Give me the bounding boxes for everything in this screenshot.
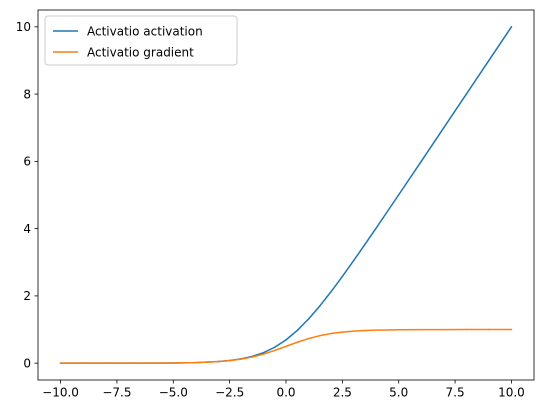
series-1-point: [330, 290, 332, 293]
series-2-point: [172, 362, 175, 364]
series-1-point: [375, 227, 377, 229]
y-tick-label: 8: [23, 87, 31, 101]
series-1-point: [273, 346, 276, 348]
legend-box: [44, 15, 238, 66]
series-2-point: [240, 358, 242, 360]
series-1-point: [262, 351, 265, 354]
series-1-point: [397, 194, 400, 196]
series-1-point: [465, 93, 468, 95]
y-tick-label: 4: [23, 222, 31, 236]
legend-label-1: Activatio activation: [87, 24, 203, 38]
series-2-point: [364, 329, 366, 332]
y-tick-label: 2: [23, 289, 31, 303]
x-tick-label: 2.5: [333, 386, 352, 400]
series-2-point: [443, 328, 445, 331]
series-2-point: [195, 361, 197, 364]
x-tick-label: 10.0: [498, 386, 525, 400]
legend-label-2: Activatio gradient: [87, 45, 194, 59]
x-tick-label: 5.0: [389, 386, 408, 400]
series-1-point: [307, 318, 310, 320]
series-1-point: [443, 126, 445, 129]
series-2-point: [510, 328, 513, 331]
x-tick-label: 7.5: [446, 386, 465, 400]
x-tick-label: −10.0: [42, 386, 79, 400]
series-1-point: [296, 329, 299, 332]
x-tick-label: −7.5: [102, 386, 131, 400]
x-axis: −10.0 −7.5 −5.0 −2.5 0.0 2.5 5.0 7.5 10.0: [42, 380, 525, 400]
series-layer: [59, 26, 513, 364]
series-1-point: [510, 26, 513, 28]
series-1-point: [488, 59, 490, 62]
series-2-point: [285, 345, 287, 348]
series-2-point: [341, 331, 344, 333]
series-2-point: [149, 362, 152, 364]
series-2-point: [262, 353, 265, 355]
series-2-point: [488, 328, 490, 331]
series-2-point: [82, 362, 84, 364]
series-2-point: [330, 332, 332, 335]
series-2-point: [104, 362, 107, 364]
series-2-point: [127, 362, 129, 364]
series-2-point: [296, 341, 299, 344]
series-2-point: [251, 356, 253, 358]
series-2-point: [397, 329, 400, 331]
series-2-point: [217, 360, 220, 363]
series-2-point: [273, 349, 276, 352]
y-tick-label: 0: [23, 356, 31, 370]
plot-area: [38, 10, 534, 380]
series-2-point: [352, 330, 355, 332]
series-1-point: [285, 339, 287, 341]
x-tick-label: −2.5: [215, 386, 244, 400]
series-2-point: [228, 359, 231, 362]
series-2-point: [307, 337, 310, 340]
series-line-2: [59, 328, 513, 364]
series-2-point: [319, 334, 321, 337]
legend: Activatio activation Activatio gradient: [44, 15, 238, 66]
y-axis: 0 2 4 6 8 10: [16, 20, 38, 370]
series-1-point: [341, 275, 344, 278]
series-2-point: [59, 362, 62, 364]
series-1-point: [319, 305, 321, 307]
y-tick-label: 6: [23, 155, 31, 169]
x-tick-label: 0.0: [276, 386, 295, 400]
series-1-point: [420, 160, 423, 163]
y-tick-label: 10: [16, 20, 31, 34]
series-1-point: [364, 243, 366, 246]
series-2-point: [420, 328, 423, 331]
x-tick-label: −5.0: [159, 386, 188, 400]
series-1-point: [352, 259, 355, 262]
series-2-point: [465, 328, 468, 331]
series-2-point: [375, 329, 377, 331]
